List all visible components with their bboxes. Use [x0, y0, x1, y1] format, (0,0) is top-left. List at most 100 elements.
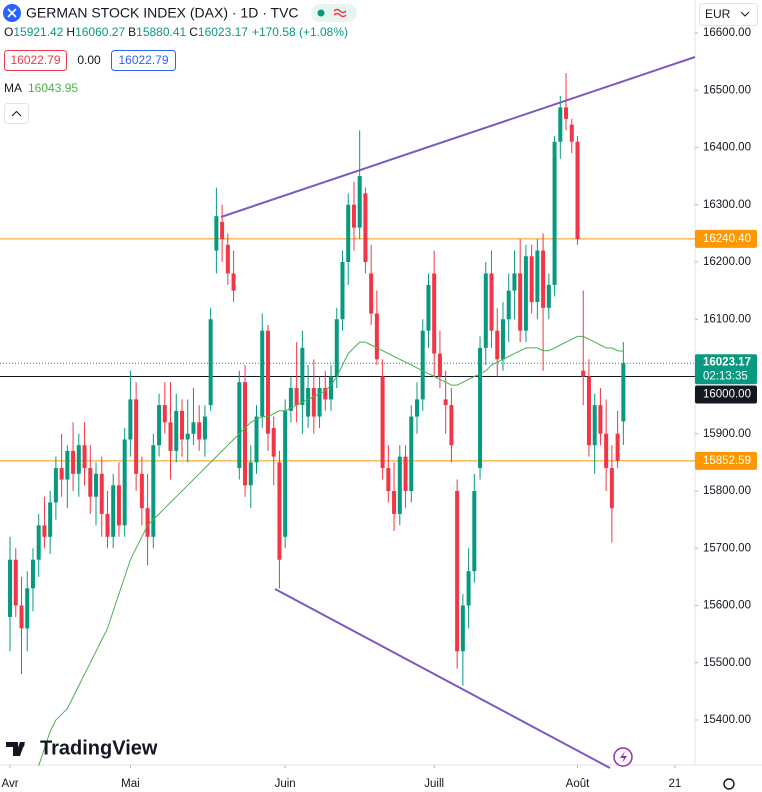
candle-body: [42, 525, 47, 537]
change: +170.58 (+1.08%): [252, 25, 348, 39]
candle-body: [82, 445, 87, 469]
candle-body: [552, 141, 557, 285]
y-tick-label: 15900.00: [703, 428, 751, 440]
alert-glyph: [620, 751, 627, 763]
candle-body: [443, 399, 448, 406]
candle-body: [139, 473, 144, 509]
candle-body: [346, 204, 351, 262]
y-tick-label: 16500.00: [703, 84, 751, 96]
candle-body: [151, 445, 156, 537]
candle-body: [53, 468, 58, 503]
candle-body: [334, 319, 339, 377]
candle-body: [409, 416, 414, 491]
candle-body: [466, 571, 471, 606]
title: GERMAN STOCK INDEX (DAX) · 1D · TVC: [26, 5, 299, 21]
buy-box[interactable]: [111, 50, 176, 71]
candle-body: [369, 273, 374, 314]
price-axis: 16600.00 16500.00 16400.00 16300.00 16200.00…: [2, 27, 757, 790]
candle-body: [529, 256, 534, 303]
candle-body: [8, 559, 13, 617]
status-wave: [333, 8, 347, 18]
candle-body: [220, 221, 225, 240]
candle-body: [277, 462, 282, 560]
y-tick-label: 15400.00: [703, 714, 751, 726]
candle-body: [260, 330, 265, 417]
x-tick-label: 21: [669, 778, 682, 790]
last-price-label: 16023.17: [703, 356, 751, 368]
sell-box[interactable]: [4, 50, 67, 71]
candle-body: [134, 399, 139, 474]
candle-body: [472, 490, 477, 572]
y-tick-label: 16300.00: [703, 199, 751, 211]
candle-body: [94, 473, 99, 497]
y-tick-label: 16400.00: [703, 142, 751, 154]
status-dot: [317, 9, 325, 17]
candle-body: [271, 428, 276, 457]
price-tag-label: 16000.00: [703, 389, 751, 401]
candle-body: [13, 559, 18, 606]
candle-body: [174, 410, 179, 451]
candle-body: [243, 382, 248, 486]
ohlc-value: 16060.27: [75, 25, 125, 39]
candle-body: [500, 319, 505, 360]
candle-body: [225, 244, 230, 274]
trend-line: [274, 588, 611, 769]
candle-body: [495, 330, 500, 360]
x-tick-label: Mai: [121, 778, 140, 790]
y-tick-label: 16600.00: [703, 27, 751, 39]
currency-select[interactable]: [699, 3, 758, 26]
y-tick-label: 15800.00: [703, 485, 751, 497]
candle-body: [306, 387, 311, 417]
candle-body: [541, 250, 546, 308]
ma-legend: MA 16043.95: [4, 81, 78, 95]
candle-body: [214, 216, 219, 251]
candle-body: [300, 347, 305, 406]
candle-body: [323, 387, 328, 400]
ohlc-legend: O15921.42 H16060.27 B15880.41 C16023.17 +170…: [4, 25, 348, 39]
candle-body: [397, 456, 402, 514]
candle-body: [340, 261, 345, 320]
candle-body: [592, 405, 597, 446]
candle-body: [116, 485, 121, 526]
y-tick-label: 15600.00: [703, 600, 751, 612]
chevron: [740, 11, 750, 17]
candle-body: [386, 468, 391, 491]
price-tag: [695, 385, 757, 404]
candle-body: [25, 588, 30, 629]
settings-icon[interactable]: [723, 778, 735, 790]
x-tick-label: Août: [566, 778, 590, 790]
price-tag-label: 16240.40: [703, 233, 751, 245]
candle-body: [558, 107, 563, 142]
ohlc-key: H: [66, 25, 75, 39]
candle-body: [392, 490, 397, 514]
candle-body: [506, 290, 511, 320]
candle-body: [483, 273, 488, 348]
candle-body: [122, 439, 127, 526]
price-tag: [695, 229, 757, 248]
symbol-icon-glyph: [7, 8, 17, 18]
candle-body: [30, 559, 35, 589]
candle-body: [403, 456, 408, 491]
candle-body: [202, 416, 207, 440]
candle-body: [380, 376, 385, 469]
y-tick-label: 15500.00: [703, 657, 751, 669]
status-badge[interactable]: [311, 4, 357, 22]
candle-body: [546, 284, 551, 308]
ma-line: [38, 335, 624, 766]
candle-body: [36, 525, 41, 560]
candle-body: [518, 273, 523, 331]
candle-body: [248, 462, 253, 486]
ohlc-value: 15921.42: [13, 25, 63, 39]
candle-body: [564, 107, 569, 119]
brand-logo-dot: [19, 742, 25, 748]
candle-body: [88, 468, 93, 497]
candle-body: [512, 273, 517, 291]
candle-body: [231, 273, 236, 291]
collapse-button[interactable]: [4, 103, 29, 124]
candle-body: [609, 468, 614, 509]
x-tick-label: Juill: [424, 778, 444, 790]
ohlc-value: 15880.41: [136, 25, 186, 39]
candle-body: [455, 490, 460, 652]
candle-body: [99, 473, 104, 514]
